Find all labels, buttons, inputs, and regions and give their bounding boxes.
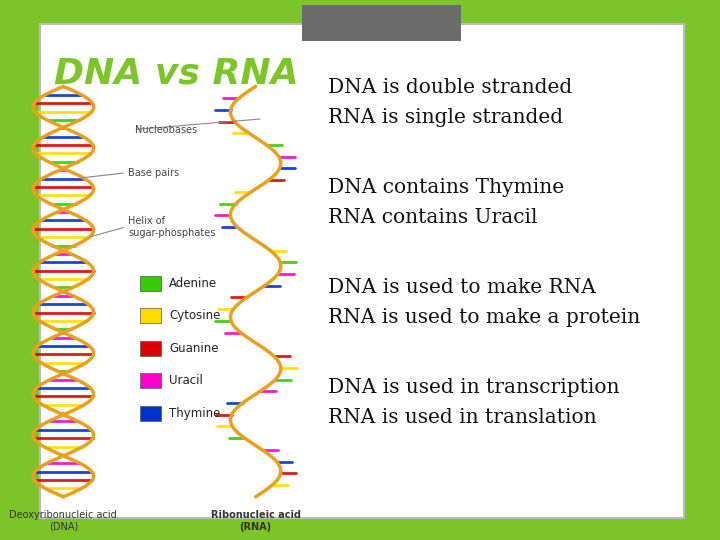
Text: Adenine: Adenine: [169, 277, 217, 290]
Text: DNA is used in transcription: DNA is used in transcription: [328, 378, 619, 397]
Text: Uracil: Uracil: [169, 374, 203, 387]
Text: Helix of
sugar-phosphates: Helix of sugar-phosphates: [128, 216, 215, 238]
Text: DNA is used to make RNA: DNA is used to make RNA: [328, 278, 595, 297]
Bar: [140, 276, 161, 291]
Text: DNA vs RNA: DNA vs RNA: [54, 57, 299, 91]
Text: Nucleobases: Nucleobases: [135, 125, 197, 134]
Text: RNA is used to make a protein: RNA is used to make a protein: [328, 308, 640, 327]
Bar: [140, 341, 161, 356]
Text: RNA is single stranded: RNA is single stranded: [328, 108, 563, 127]
FancyBboxPatch shape: [40, 24, 684, 518]
Bar: [140, 406, 161, 421]
Text: Guanine: Guanine: [169, 342, 219, 355]
Text: Deoxyribonucleic acid
(DNA): Deoxyribonucleic acid (DNA): [9, 510, 117, 532]
Text: DNA contains Thymine: DNA contains Thymine: [328, 178, 564, 197]
Text: Ribonucleic acid
(RNA): Ribonucleic acid (RNA): [210, 510, 301, 532]
Text: Base pairs: Base pairs: [128, 168, 179, 178]
Text: DNA is double stranded: DNA is double stranded: [328, 78, 572, 97]
Text: Cytosine: Cytosine: [169, 309, 220, 322]
Text: Thymine: Thymine: [169, 407, 220, 420]
Bar: [140, 373, 161, 388]
Text: RNA is used in translation: RNA is used in translation: [328, 408, 596, 427]
Bar: [140, 308, 161, 323]
Text: RNA contains Uracil: RNA contains Uracil: [328, 208, 537, 227]
FancyBboxPatch shape: [302, 5, 461, 40]
